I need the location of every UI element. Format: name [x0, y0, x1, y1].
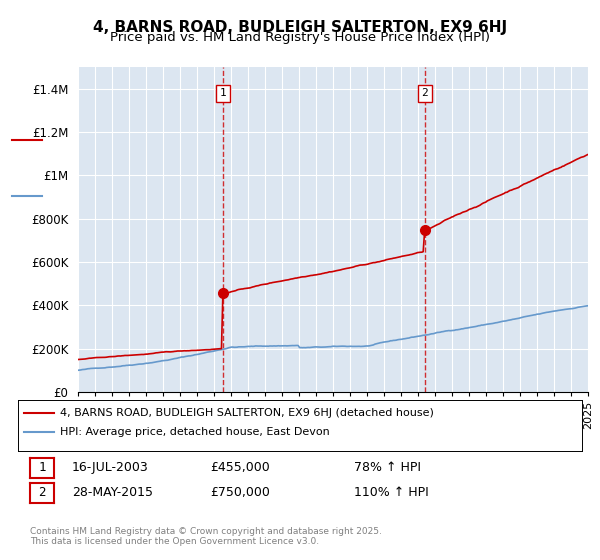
Text: 28-MAY-2015: 28-MAY-2015 — [72, 486, 153, 500]
Text: 4, BARNS ROAD, BUDLEIGH SALTERTON, EX9 6HJ (detached house): 4, BARNS ROAD, BUDLEIGH SALTERTON, EX9 6… — [60, 408, 434, 418]
Text: 16-JUL-2003: 16-JUL-2003 — [72, 461, 149, 474]
Text: 4, BARNS ROAD, BUDLEIGH SALTERTON, EX9 6HJ: 4, BARNS ROAD, BUDLEIGH SALTERTON, EX9 6… — [93, 20, 507, 35]
Text: 2: 2 — [422, 88, 428, 98]
Text: 78% ↑ HPI: 78% ↑ HPI — [354, 461, 421, 474]
Text: 1: 1 — [220, 88, 227, 98]
Text: HPI: Average price, detached house, East Devon: HPI: Average price, detached house, East… — [60, 427, 330, 437]
Text: £455,000: £455,000 — [210, 461, 270, 474]
Text: 1: 1 — [38, 461, 46, 474]
Text: £750,000: £750,000 — [210, 486, 270, 500]
Text: 110% ↑ HPI: 110% ↑ HPI — [354, 486, 429, 500]
Text: Price paid vs. HM Land Registry's House Price Index (HPI): Price paid vs. HM Land Registry's House … — [110, 31, 490, 44]
Text: 2: 2 — [38, 486, 46, 500]
Text: Contains HM Land Registry data © Crown copyright and database right 2025.
This d: Contains HM Land Registry data © Crown c… — [30, 526, 382, 546]
